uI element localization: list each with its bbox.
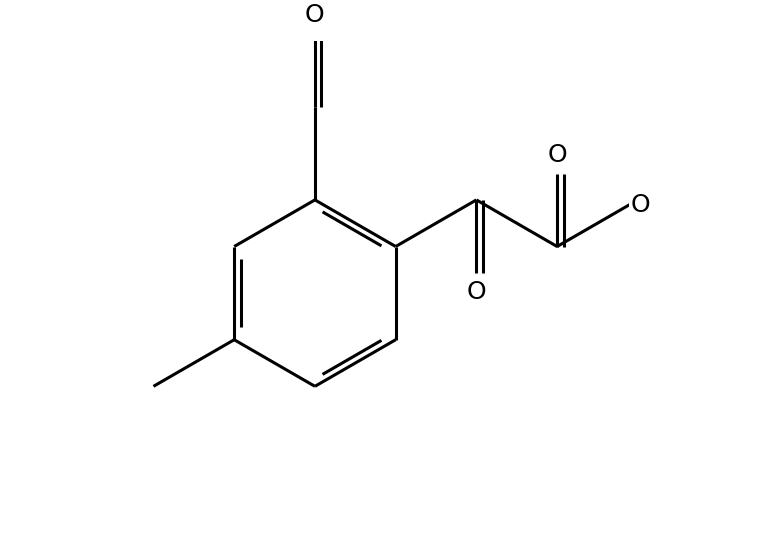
Text: O: O <box>547 142 567 167</box>
Text: O: O <box>466 280 487 304</box>
Text: O: O <box>305 3 324 27</box>
Text: O: O <box>631 193 650 217</box>
